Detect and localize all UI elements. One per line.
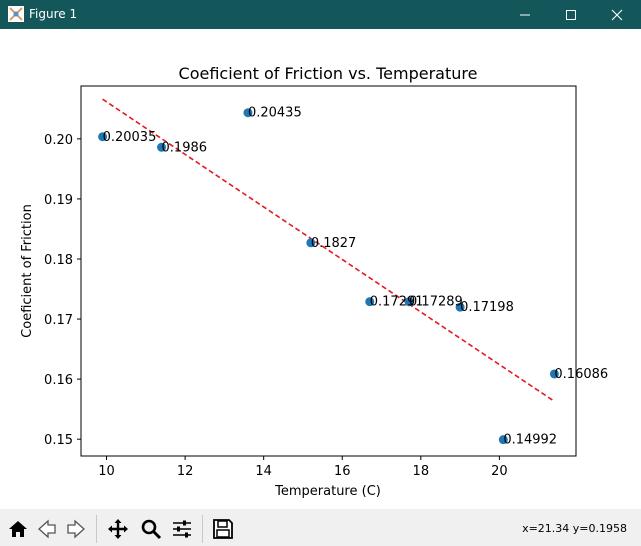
close-icon [611, 9, 623, 20]
data-point [157, 142, 167, 152]
data-label: 0.20035 [103, 130, 157, 145]
data-label: 0.20435 [248, 106, 302, 121]
data-point [404, 297, 414, 307]
toolbar-separator [96, 515, 97, 543]
title-bar: Figure 1 [0, 0, 641, 29]
y-tick-label: 0.17 [44, 313, 73, 328]
save-button[interactable] [209, 516, 237, 542]
back-button[interactable] [33, 516, 61, 542]
data-label: 0.1986 [162, 140, 208, 155]
y-tick-label: 0.15 [44, 433, 73, 448]
trend-line [102, 98, 555, 403]
maximize-icon [566, 9, 576, 20]
magnifier-icon [141, 519, 162, 540]
data-label: 0.14992 [503, 433, 557, 448]
data-point [549, 369, 559, 379]
zoom-button[interactable] [137, 516, 165, 542]
data-label: 0.1827 [311, 236, 357, 251]
forward-button[interactable] [62, 516, 90, 542]
data-label: 0.17291 [370, 295, 424, 310]
minimize-button[interactable] [502, 0, 548, 29]
data-label: 0.17289 [409, 295, 463, 310]
navigation-toolbar: x=21.34 y=0.1958 [0, 509, 641, 546]
y-axis-label: Coeficient of Friction [20, 204, 35, 338]
sliders-icon [173, 520, 191, 538]
data-point [498, 435, 508, 445]
y-tick-label: 0.18 [44, 253, 73, 268]
x-tick-label: 20 [491, 464, 508, 479]
x-tick-label: 12 [177, 464, 194, 479]
y-tick-label: 0.16 [44, 373, 73, 388]
x-tick-label: 18 [413, 464, 430, 479]
data-point [98, 132, 108, 142]
floppy-disk-icon [213, 519, 233, 539]
x-tick-label: 14 [255, 464, 272, 479]
cursor-coordinates: x=21.34 y=0.1958 [522, 522, 627, 535]
data-label: 0.17198 [460, 300, 514, 315]
matplotlib-figure-icon [8, 6, 24, 22]
close-button[interactable] [594, 0, 640, 29]
data-point [365, 297, 375, 307]
y-tick-label: 0.19 [44, 193, 73, 208]
y-tick-label: 0.20 [44, 133, 73, 148]
back-arrow-icon [38, 519, 56, 539]
figure-canvas[interactable]: Coeficient of Friction vs. Temperature 0… [0, 29, 641, 509]
configure-subplots-button[interactable] [168, 516, 196, 542]
data-point [306, 238, 316, 248]
data-label: 0.16086 [554, 367, 608, 382]
x-axis-label: Temperature (C) [274, 484, 381, 499]
scatter-chart: Coeficient of Friction vs. Temperature 0… [20, 64, 608, 499]
forward-arrow-icon [67, 519, 85, 539]
minimize-icon [520, 14, 530, 15]
x-tick-label: 10 [98, 464, 115, 479]
data-point [455, 302, 465, 312]
home-icon [9, 521, 27, 537]
home-button[interactable] [4, 516, 32, 542]
window-title: Figure 1 [29, 7, 78, 21]
pan-button[interactable] [104, 516, 132, 542]
data-point [243, 108, 253, 118]
move-arrows-icon [108, 519, 128, 539]
chart-title: Coeficient of Friction vs. Temperature [179, 64, 478, 83]
maximize-button[interactable] [548, 0, 594, 29]
toolbar-separator [202, 515, 203, 543]
x-tick-label: 16 [334, 464, 351, 479]
